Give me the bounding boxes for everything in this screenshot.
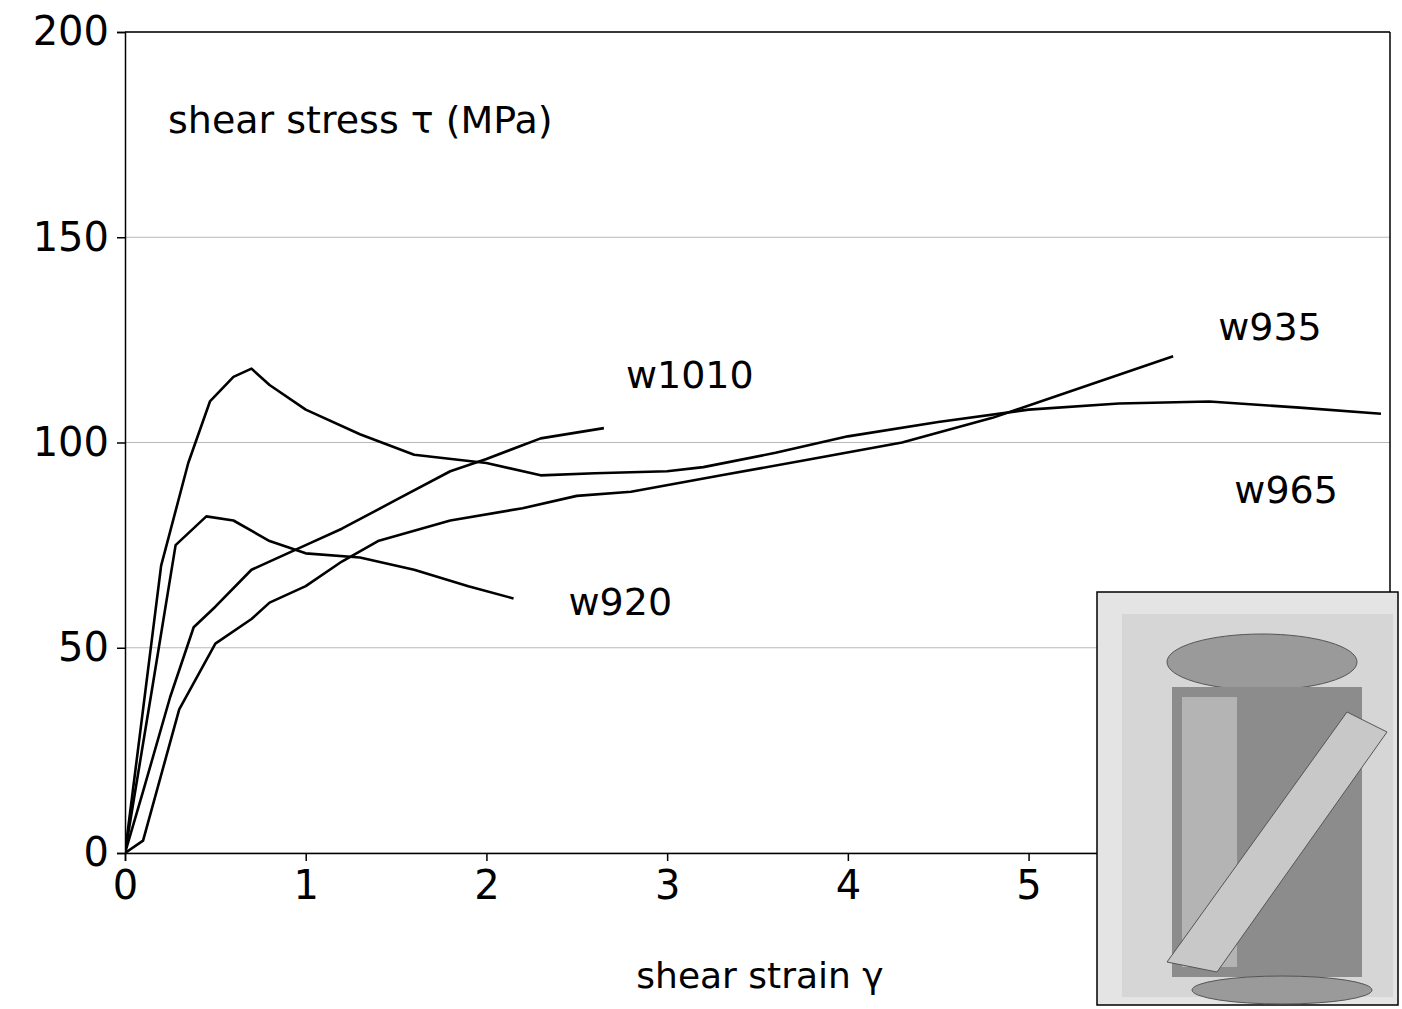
inset-photo <box>1097 592 1398 1005</box>
tick-label: 5 <box>1016 862 1041 908</box>
tick: 150 <box>33 214 125 260</box>
tick-label: 150 <box>33 214 109 260</box>
inset-shear-band <box>1167 712 1387 972</box>
tick: 3 <box>655 853 680 908</box>
inset-frame <box>1097 592 1398 1005</box>
axis-line <box>117 33 126 854</box>
grid-line <box>125 442 1390 443</box>
inset-grip-top <box>1167 634 1357 690</box>
tick: 4 <box>836 853 861 908</box>
tick-mark <box>117 853 125 855</box>
x-axis-title: shear strain γ <box>636 955 883 996</box>
tick-mark <box>486 853 488 861</box>
tick-mark <box>1028 853 1030 861</box>
tick-mark <box>117 648 125 650</box>
tick-mark <box>117 32 125 34</box>
tick-label: 50 <box>58 624 109 670</box>
series-label: w935 <box>1218 305 1322 349</box>
tick-label: 3 <box>655 862 680 908</box>
grid-line <box>125 237 1390 238</box>
y-axis-title: shear stress τ (MPa) <box>168 98 553 142</box>
series-line <box>125 516 514 853</box>
tick: 200 <box>33 8 125 54</box>
series-label: w920 <box>569 580 673 624</box>
tick-mark <box>117 442 125 444</box>
tick-label: 4 <box>836 862 861 908</box>
tick-mark <box>117 237 125 239</box>
tick-mark <box>305 853 307 861</box>
tick: 2 <box>474 853 499 908</box>
y-axis: 0 50 100 150 200 <box>33 8 126 875</box>
frame-top <box>125 31 1390 33</box>
series-label: w965 <box>1234 468 1338 512</box>
series-line <box>125 428 604 853</box>
tick-mark <box>667 853 669 861</box>
tick: 50 <box>58 624 125 670</box>
tick: 0 <box>84 829 125 875</box>
tick-label: 0 <box>84 829 109 875</box>
tick: 100 <box>33 419 125 465</box>
tick-label: 2 <box>474 862 499 908</box>
tick-label: 100 <box>33 419 109 465</box>
grid-line <box>125 31 1390 32</box>
tick-label: 0 <box>113 862 138 908</box>
chart: 012345050100150200w1010w935w965w920shear… <box>0 0 1402 1009</box>
inset-grip-bottom <box>1192 976 1372 1004</box>
inset-background <box>1122 614 1393 997</box>
tick-mark <box>848 853 850 861</box>
tick: 0 <box>113 853 138 908</box>
tick: 1 <box>293 853 318 908</box>
series-line <box>125 356 1173 853</box>
tick: 5 <box>1016 853 1041 908</box>
tick-label: 1 <box>293 862 318 908</box>
tick-label: 200 <box>33 8 109 54</box>
series-label: w1010 <box>626 353 754 397</box>
